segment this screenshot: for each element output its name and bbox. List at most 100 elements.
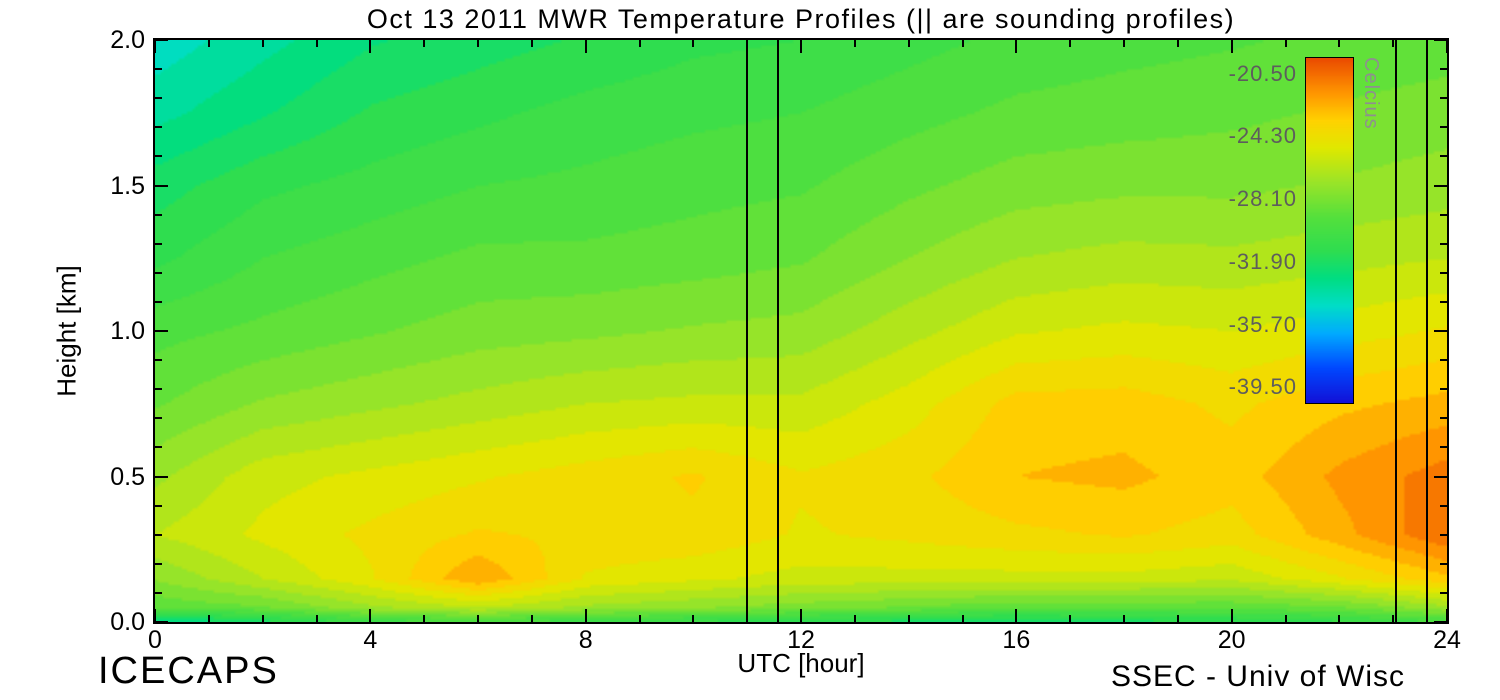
axis-tick — [1440, 242, 1447, 245]
axis-tick — [369, 609, 372, 622]
axis-tick — [1440, 591, 1447, 594]
x-tick-label: 20 — [1217, 626, 1246, 654]
axis-tick — [1440, 359, 1447, 362]
axis-tick — [477, 40, 479, 47]
axis-tick — [530, 40, 533, 47]
axis-tick — [155, 621, 168, 623]
plot-area: -20.50 -24.30 -28.10 -31.90 -35.70 -39.50 Cel… — [153, 38, 1449, 624]
axis-tick — [423, 615, 426, 622]
axis-tick — [155, 97, 162, 100]
axis-tick — [155, 68, 162, 71]
axis-tick — [1338, 615, 1341, 622]
axis-tick — [315, 40, 318, 47]
axis-tick — [1015, 40, 1018, 53]
axis-tick — [155, 39, 168, 41]
axis-tick — [1440, 562, 1447, 565]
axis-tick — [423, 40, 426, 47]
sounding-profile-line — [1425, 40, 1428, 622]
axis-tick — [155, 533, 162, 536]
colorbar — [1305, 57, 1354, 404]
x-tick-label: 0 — [148, 626, 162, 654]
x-tick-label: 16 — [1002, 626, 1031, 654]
sounding-profile-line — [746, 40, 749, 622]
colorbar-tick-label: -24.30 — [1228, 123, 1297, 149]
axis-tick — [155, 475, 168, 478]
axis-tick — [638, 40, 641, 47]
axis-tick — [1446, 40, 1448, 53]
axis-tick — [1440, 213, 1447, 216]
axis-tick — [800, 40, 802, 53]
axis-tick — [1230, 40, 1233, 53]
chart-title: Oct 13 2011 MWR Temperature Profiles (||… — [366, 4, 1236, 34]
axis-tick — [961, 615, 964, 622]
axis-tick — [155, 504, 162, 507]
axis-tick — [1440, 126, 1447, 129]
axis-tick — [746, 40, 749, 47]
axis-tick — [1440, 155, 1447, 158]
x-tick-label: 4 — [363, 626, 378, 654]
axis-tick — [154, 40, 156, 53]
axis-tick — [853, 40, 856, 47]
colorbar-tick-label: -20.50 — [1228, 60, 1297, 86]
axis-tick — [207, 40, 210, 47]
axis-tick — [1123, 40, 1125, 47]
axis-tick — [207, 615, 210, 622]
axis-tick — [853, 615, 856, 622]
axis-tick — [907, 615, 910, 622]
sounding-profile-line — [777, 40, 780, 622]
axis-tick — [155, 417, 162, 420]
axis-tick — [1434, 621, 1447, 623]
axis-tick — [1392, 40, 1395, 47]
axis-tick — [692, 615, 695, 622]
axis-tick — [261, 40, 264, 47]
y-axis-label: Height [km] — [51, 265, 82, 397]
axis-tick — [800, 609, 802, 622]
x-tick-label: 12 — [787, 626, 815, 654]
axis-tick — [1446, 609, 1448, 622]
axis-tick — [154, 609, 156, 622]
axis-tick — [1392, 615, 1395, 622]
axis-tick — [155, 591, 162, 594]
colorbar-gradient — [1306, 58, 1353, 403]
axis-tick — [1176, 40, 1179, 47]
axis-tick — [155, 271, 162, 274]
axis-tick — [155, 330, 168, 332]
colorbar-title: Celcius — [1360, 57, 1382, 130]
y-tick-label: 1.0 — [110, 317, 145, 345]
axis-tick — [155, 242, 162, 245]
axis-tick — [746, 615, 749, 622]
heatmap-canvas — [155, 40, 1447, 622]
axis-tick — [1434, 330, 1447, 332]
y-tick-label: 0.5 — [110, 462, 145, 491]
axis-tick — [1176, 615, 1179, 622]
colorbar-tick-label: -35.70 — [1228, 311, 1297, 337]
axis-tick — [638, 615, 641, 622]
axis-tick — [1440, 446, 1447, 449]
axis-tick — [1338, 40, 1341, 47]
axis-tick — [907, 40, 910, 47]
y-tick-label: 2.0 — [110, 26, 145, 54]
axis-tick — [155, 388, 162, 391]
axis-tick — [1440, 533, 1447, 536]
axis-tick — [155, 359, 162, 362]
axis-tick — [1230, 609, 1233, 622]
axis-tick — [692, 40, 695, 47]
axis-tick — [530, 615, 533, 622]
colorbar-tick-label: -28.10 — [1228, 186, 1297, 212]
axis-tick — [155, 126, 162, 129]
y-tick-label: 1.5 — [110, 171, 145, 200]
axis-tick — [261, 615, 264, 622]
axis-tick — [1123, 615, 1125, 622]
axis-tick — [1440, 68, 1447, 71]
colorbar-tick-label: -31.90 — [1228, 248, 1297, 274]
footer-left-text: ICECAPS — [98, 650, 279, 692]
axis-tick — [155, 184, 168, 187]
axis-tick — [1440, 271, 1447, 274]
axis-tick — [1284, 615, 1287, 622]
sounding-profile-line — [1394, 40, 1397, 622]
axis-tick — [584, 609, 587, 622]
axis-tick — [315, 615, 318, 622]
y-tick-label: 0.0 — [110, 608, 145, 636]
axis-tick — [1434, 39, 1447, 41]
